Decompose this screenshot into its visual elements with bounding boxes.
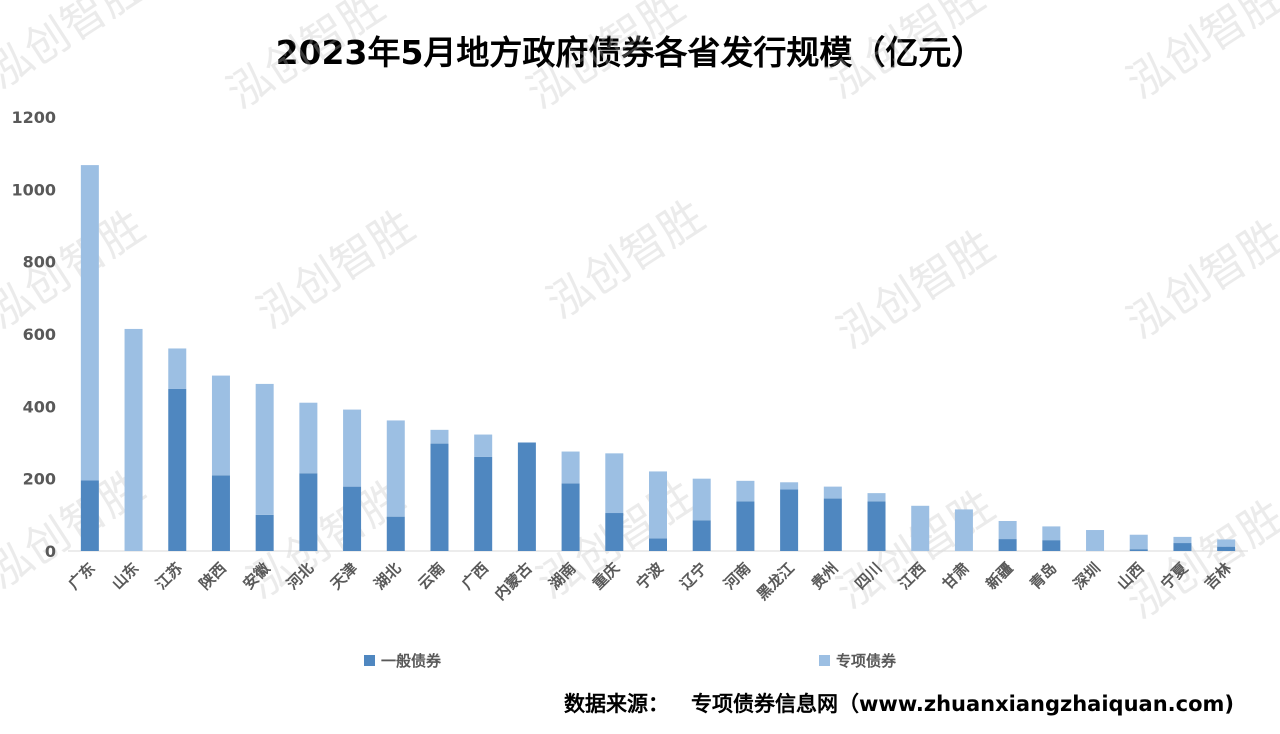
bar-general: [168, 388, 187, 551]
bar-special: [692, 478, 711, 521]
bar-general: [605, 513, 624, 551]
bar-special: [1129, 534, 1148, 550]
x-tick-label: 陕西: [196, 559, 230, 593]
bar-special: [1086, 530, 1105, 551]
watermark-text: 泓创智胜: [0, 0, 154, 99]
bar-special: [80, 165, 99, 481]
bar-special: [561, 451, 580, 484]
x-tick-label: 广东: [65, 559, 99, 593]
bar-special: [605, 453, 624, 514]
x-tick-label: 湖北: [371, 559, 405, 593]
x-tick-label: 宁波: [633, 558, 668, 593]
y-tick-label: 200: [23, 470, 56, 489]
x-tick-label: 新疆: [983, 559, 1017, 593]
bar-special: [386, 420, 405, 517]
x-tick-label: 内蒙古: [491, 559, 536, 604]
bar-special: [911, 505, 930, 551]
bar-special: [998, 520, 1017, 540]
bar-special: [124, 328, 143, 551]
bar-general: [343, 486, 362, 551]
bar-special: [780, 482, 799, 490]
bar-special: [954, 509, 973, 551]
bar-special: [430, 429, 449, 444]
watermark-text: 泓创智胜: [1118, 0, 1280, 109]
bar-general: [255, 514, 274, 551]
bar-general: [692, 520, 711, 551]
y-tick-label: 400: [23, 397, 56, 416]
data-source-label: 数据来源：: [564, 692, 670, 716]
bar-general: [780, 489, 799, 551]
y-tick-label: 800: [23, 253, 56, 272]
x-tick-label: 青岛: [1026, 559, 1060, 593]
bar-special: [168, 348, 187, 389]
bar-special: [1173, 536, 1192, 544]
data-source-text: 专项债券信息网（www.zhuanxiangzhaiquan.com): [691, 692, 1234, 716]
x-tick-label: 辽宁: [677, 559, 711, 593]
y-tick-label: 600: [23, 325, 56, 344]
bar-general: [211, 475, 230, 551]
x-tick-label: 山东: [108, 559, 142, 593]
legend-general-label: 一般债券: [381, 652, 442, 670]
bar-general: [1129, 549, 1148, 551]
bar-special: [1217, 539, 1236, 547]
watermark-text: 泓创智胜: [828, 221, 1003, 360]
legend-general-swatch: [364, 655, 375, 666]
bar-special: [1042, 526, 1061, 541]
x-tick-label: 黑龙江: [753, 559, 798, 604]
legend-special-label: 专项债券: [836, 652, 897, 670]
bar-general: [474, 456, 493, 551]
y-tick-label: 1200: [11, 108, 56, 127]
bar-general: [1042, 540, 1061, 551]
bar-special: [736, 480, 755, 502]
bar-special: [649, 471, 667, 539]
bar-general: [998, 539, 1017, 551]
bar-general: [517, 442, 536, 551]
watermark-text: 泓创智胜: [1118, 491, 1280, 630]
bar-general: [1173, 543, 1192, 551]
data-source: 数据来源： 专项债券信息网（www.zhuanxiangzhaiquan.com): [564, 688, 1234, 718]
bar-special: [343, 409, 362, 487]
bar-special: [823, 486, 842, 499]
bar-special: [867, 493, 886, 502]
bar-general: [1217, 546, 1236, 551]
bar-general: [823, 498, 842, 551]
legend-special: 专项债券: [819, 650, 896, 671]
legend-special-swatch: [819, 655, 830, 666]
watermark-text: 泓创智胜: [538, 191, 713, 330]
legend-general: 一般债券: [364, 650, 441, 671]
x-tick-label: 河南: [720, 559, 754, 593]
watermark-text: 泓创智胜: [818, 0, 993, 109]
bar-general: [386, 516, 405, 551]
x-tick-label: 深圳: [1070, 559, 1104, 593]
x-tick-label: 甘肃: [939, 559, 973, 593]
chart-title: 2023年5月地方政府债券各省发行规模（亿元）: [275, 33, 985, 72]
x-tick-label: 广西: [458, 559, 492, 593]
watermark-text: 泓创智胜: [218, 0, 393, 119]
watermark-text: 泓创智胜: [1118, 211, 1280, 350]
bar-general: [299, 473, 318, 551]
bar-general: [561, 483, 580, 551]
watermark-text: 泓创智胜: [518, 0, 693, 119]
bar-special: [255, 383, 274, 515]
x-tick-label: 云南: [414, 559, 448, 593]
watermark-text: 泓创智胜: [248, 201, 423, 340]
y-tick-label: 1000: [11, 180, 56, 199]
bar-general: [867, 501, 886, 551]
bar-special: [299, 402, 318, 474]
bar-special: [474, 434, 493, 457]
bar-general: [80, 480, 99, 551]
x-tick-label: 江苏: [152, 559, 186, 593]
bar-general: [736, 501, 755, 551]
y-tick-label: 0: [45, 542, 56, 561]
bar-special: [211, 375, 230, 476]
bar-general: [430, 443, 449, 551]
bar-general: [649, 538, 667, 551]
